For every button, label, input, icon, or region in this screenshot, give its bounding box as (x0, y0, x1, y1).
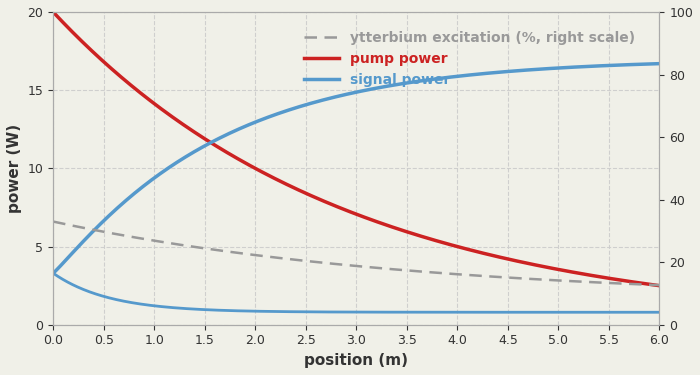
pump power (410, 232, 418, 236)
Line: signal power: signal power (53, 64, 659, 273)
ytterbium excitation (%, right scale) (377, 266, 386, 270)
signal power (340, 93, 349, 97)
pump power (340, 207, 349, 212)
Y-axis label: power (W): power (W) (7, 124, 22, 213)
pump power (337, 206, 345, 210)
X-axis label: position (m): position (m) (304, 353, 408, 368)
ytterbium excitation (%, right scale) (410, 269, 418, 273)
ytterbium excitation (%, right scale) (546, 278, 554, 282)
signal power (49, 271, 57, 275)
signal power (410, 80, 418, 84)
signal power (640, 62, 649, 66)
signal power (655, 62, 664, 66)
pump power (655, 284, 664, 288)
ytterbium excitation (%, right scale) (337, 262, 345, 267)
ytterbium excitation (%, right scale) (340, 262, 349, 267)
Line: pump power: pump power (53, 12, 659, 286)
pump power (640, 281, 649, 286)
ytterbium excitation (%, right scale) (49, 219, 57, 224)
pump power (546, 266, 554, 270)
pump power (49, 10, 57, 14)
signal power (377, 85, 386, 90)
signal power (337, 93, 345, 98)
ytterbium excitation (%, right scale) (640, 282, 649, 287)
ytterbium excitation (%, right scale) (655, 283, 664, 287)
Legend: ytterbium excitation (%, right scale), pump power, signal power: ytterbium excitation (%, right scale), p… (298, 25, 640, 92)
signal power (546, 66, 554, 71)
pump power (377, 221, 386, 225)
Line: ytterbium excitation (%, right scale): ytterbium excitation (%, right scale) (53, 222, 659, 285)
